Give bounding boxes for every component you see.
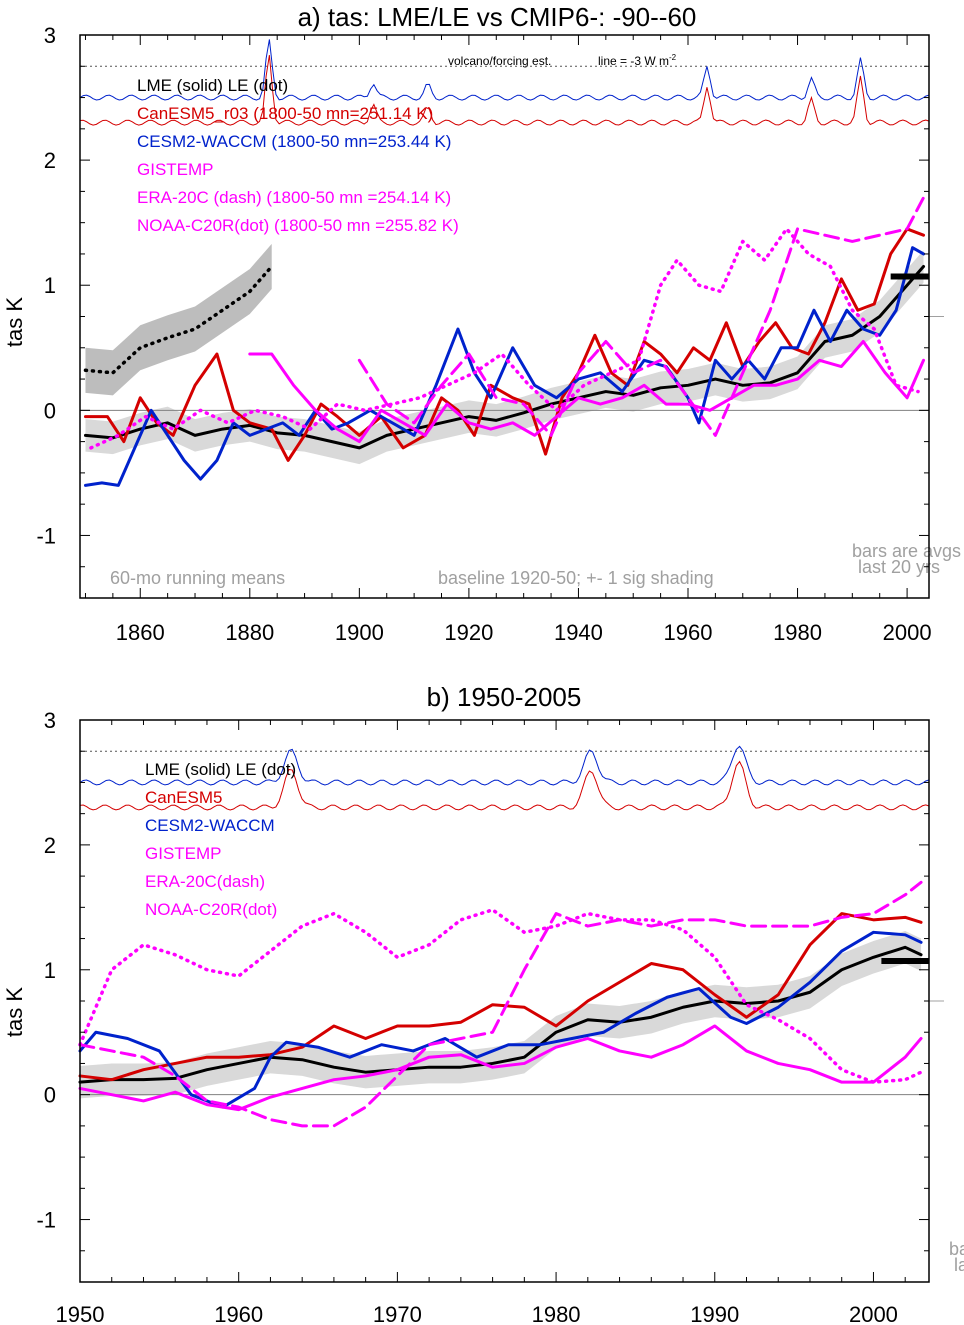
- panel-b-plot: -1 0 1 2 3 1950 1960 1970 1980 1990 2000 LME (solid…: [36, 708, 944, 1325]
- panel-b-xtick-label: 1950: [56, 1302, 105, 1325]
- panel-b-ytick-label: 1: [44, 958, 56, 983]
- panel-b-series-era-20c: [78, 880, 923, 1128]
- panel-b-xtick-label: 2000: [849, 1302, 898, 1325]
- panel-a-forcing-cesm: [79, 39, 930, 101]
- panel-a-plot: -1 0 1 2 3 1860 1880 1900 1920 1940 1960 1980 2000 LM…: [36, 23, 944, 645]
- panel-a-ylabel: tas K: [2, 297, 27, 347]
- panel-b-xtick-label: 1990: [690, 1302, 739, 1325]
- panel-a-ytick-label: 3: [44, 23, 56, 48]
- panel-b-xtick-label: 1970: [373, 1302, 422, 1325]
- panel-a-ytick-label: -1: [36, 523, 56, 548]
- panel-b-legend-entry: CESM2-WACCM: [145, 816, 275, 835]
- panel-b-forcing-cesm: [79, 745, 930, 786]
- panel-a-legend-entry: GISTEMP: [137, 160, 214, 179]
- panel-a-ytick-label: 2: [44, 148, 56, 173]
- panel-a-ytick-label: 1: [44, 273, 56, 298]
- panel-a-xtick-label: 1940: [554, 620, 603, 645]
- panel-a-ytick-label: 0: [44, 398, 56, 423]
- panel-a-legend-entry: NOAA-C20R(dot) (1800-50 mn =255.82 K): [137, 216, 459, 235]
- panel-a-le-shading: [85, 243, 272, 396]
- panel-b-legend-entry: CanESM5: [145, 788, 222, 807]
- panel-a-series-era-20c: [357, 196, 926, 437]
- panel-a-title: a) tas: LME/LE vs CMIP6-: -90--60: [298, 2, 697, 32]
- panel-b-note-right-2: la: [954, 1255, 964, 1275]
- panel-b-ylabel: tas K: [2, 987, 27, 1037]
- panel-a-line-label-main: line = -3 W m: [598, 54, 669, 68]
- panel-a-volcano-label: volcano/forcing est.: [448, 54, 551, 68]
- panel-b-ytick-label: 3: [44, 708, 56, 733]
- panel-b-forcing-canesm: [79, 760, 930, 811]
- panel-a-note-right-2: last 20 yrs: [858, 557, 940, 577]
- panel-a-xtick-label: 1860: [116, 620, 165, 645]
- panel-b-legend-entry: LME (solid) LE (dot): [145, 760, 296, 779]
- panel-a-series-gistemp: [248, 340, 926, 444]
- panel-a-note-center: baseline 1920-50; +- 1 sig shading: [438, 568, 714, 588]
- panel-b-legend-entry: GISTEMP: [145, 844, 222, 863]
- panel-b-xtick-label: 1980: [532, 1302, 581, 1325]
- panel-b-ytick-label: -1: [36, 1208, 56, 1233]
- panel-a-note-right-1: bars are avgs: [852, 541, 961, 561]
- panel-a-xtick-label: 2000: [883, 620, 932, 645]
- panel-b-series-gistemp: [78, 1024, 923, 1112]
- panel-a-xtick-label: 1980: [773, 620, 822, 645]
- panel-a-forcing-canesm: [79, 55, 930, 126]
- panel-a-legend-entry: CanESM5_r03 (1800-50 mn=251.14 K): [137, 104, 433, 123]
- panel-a-legend-entry: LME (solid) LE (dot): [137, 76, 288, 95]
- panel-a-legend-entry: CESM2-WACCM (1800-50 mn=253.44 K): [137, 132, 451, 151]
- panel-b-note-right-1: ba: [949, 1239, 964, 1259]
- panel-b-ytick-label: 0: [44, 1083, 56, 1108]
- panel-a-line-label: line = -3 W m-2: [598, 53, 677, 68]
- panel-a-series-cesm2-waccm: [83, 246, 926, 487]
- panel-a-xtick-label: 1900: [335, 620, 384, 645]
- panel-a-series-le: [83, 264, 274, 375]
- panel-b-legend-entry: ERA-20C(dash): [145, 872, 265, 891]
- panel-a-series-noaa-c20r: [89, 227, 920, 450]
- panel-a-series-lme: [83, 264, 926, 450]
- panel-a-xtick-label: 1920: [444, 620, 493, 645]
- panel-a-note-left: 60-mo running means: [110, 568, 285, 588]
- panel-a-lme-shading: [85, 250, 924, 465]
- panel-a-legend-entry: ERA-20C (dash) (1800-50 mn =254.14 K): [137, 188, 451, 207]
- panel-b-series-canesm5: [78, 912, 923, 1082]
- panel-b-xtick-label: 1960: [214, 1302, 263, 1325]
- panel-a-xtick-label: 1960: [664, 620, 713, 645]
- panel-b-lme-shading: [80, 931, 922, 1099]
- panel-a-line-label-sup: -2: [669, 53, 677, 62]
- panel-b-title: b) 1950-2005: [427, 682, 582, 712]
- panel-b-series-noaa-c20r: [78, 908, 923, 1084]
- panel-a-xtick-label: 1880: [225, 620, 274, 645]
- panel-b-ytick-label: 2: [44, 833, 56, 858]
- panel-b-legend-entry: NOAA-C20R(dot): [145, 900, 277, 919]
